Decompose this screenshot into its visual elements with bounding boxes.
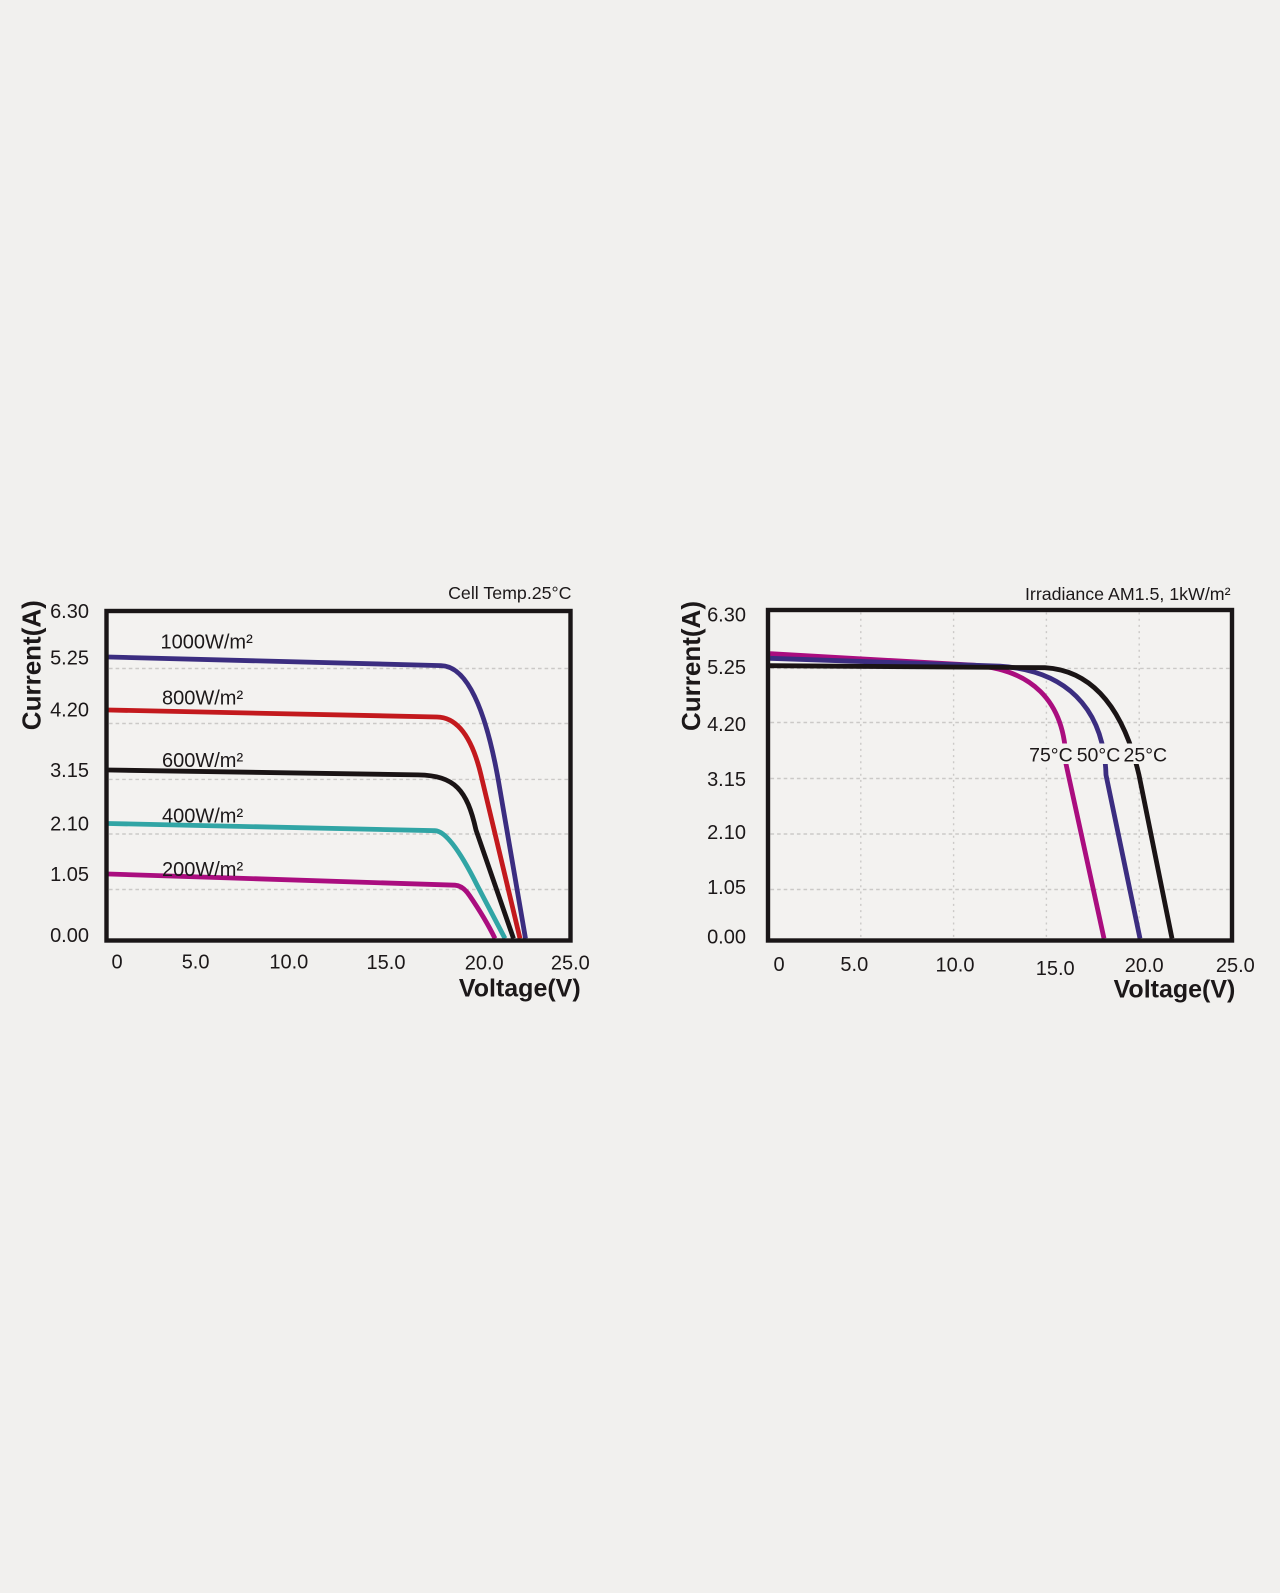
- svg-text:6.30: 6.30: [50, 601, 89, 623]
- svg-text:0.00: 0.00: [50, 925, 89, 947]
- svg-text:5.25: 5.25: [50, 648, 89, 670]
- svg-text:800W/m²: 800W/m²: [162, 688, 243, 710]
- svg-text:1.05: 1.05: [50, 864, 89, 886]
- svg-text:20.0: 20.0: [465, 952, 504, 974]
- svg-text:5.0: 5.0: [840, 954, 868, 976]
- svg-text:5.0: 5.0: [182, 951, 210, 973]
- svg-text:Voltage(V): Voltage(V): [459, 975, 581, 1003]
- svg-text:3.15: 3.15: [707, 769, 746, 791]
- svg-text:10.0: 10.0: [936, 954, 975, 976]
- svg-text:Voltage(V): Voltage(V): [1114, 976, 1236, 1004]
- svg-text:1.05: 1.05: [707, 877, 746, 899]
- svg-text:25.0: 25.0: [551, 952, 590, 974]
- svg-text:4.20: 4.20: [707, 714, 746, 736]
- svg-text:4.20: 4.20: [50, 699, 89, 721]
- svg-text:50°C: 50°C: [1077, 744, 1121, 766]
- svg-text:15.0: 15.0: [1036, 958, 1075, 980]
- svg-text:200W/m²: 200W/m²: [162, 859, 243, 881]
- svg-text:Current(A): Current(A): [676, 601, 706, 731]
- svg-text:75°C: 75°C: [1029, 744, 1073, 766]
- svg-text:5.25: 5.25: [707, 657, 746, 679]
- svg-text:Current(A): Current(A): [16, 600, 46, 730]
- svg-text:2.10: 2.10: [50, 813, 89, 835]
- svg-text:6.30: 6.30: [707, 604, 746, 626]
- svg-text:1000W/m²: 1000W/m²: [161, 632, 254, 654]
- svg-text:600W/m²: 600W/m²: [162, 750, 243, 772]
- svg-text:0: 0: [111, 951, 122, 973]
- svg-text:25°C: 25°C: [1124, 744, 1168, 766]
- svg-text:3.15: 3.15: [50, 760, 89, 782]
- svg-text:Irradiance AM1.5, 1kW/m²: Irradiance AM1.5, 1kW/m²: [1025, 584, 1231, 604]
- svg-text:0: 0: [773, 954, 784, 976]
- svg-text:10.0: 10.0: [269, 951, 308, 973]
- svg-text:25.0: 25.0: [1216, 955, 1255, 977]
- svg-text:0.00: 0.00: [707, 926, 746, 948]
- svg-text:15.0: 15.0: [367, 952, 406, 974]
- svg-text:2.10: 2.10: [707, 822, 746, 844]
- svg-text:Cell Temp.25°C: Cell Temp.25°C: [448, 583, 572, 603]
- svg-text:20.0: 20.0: [1125, 955, 1164, 977]
- svg-text:400W/m²: 400W/m²: [162, 805, 243, 827]
